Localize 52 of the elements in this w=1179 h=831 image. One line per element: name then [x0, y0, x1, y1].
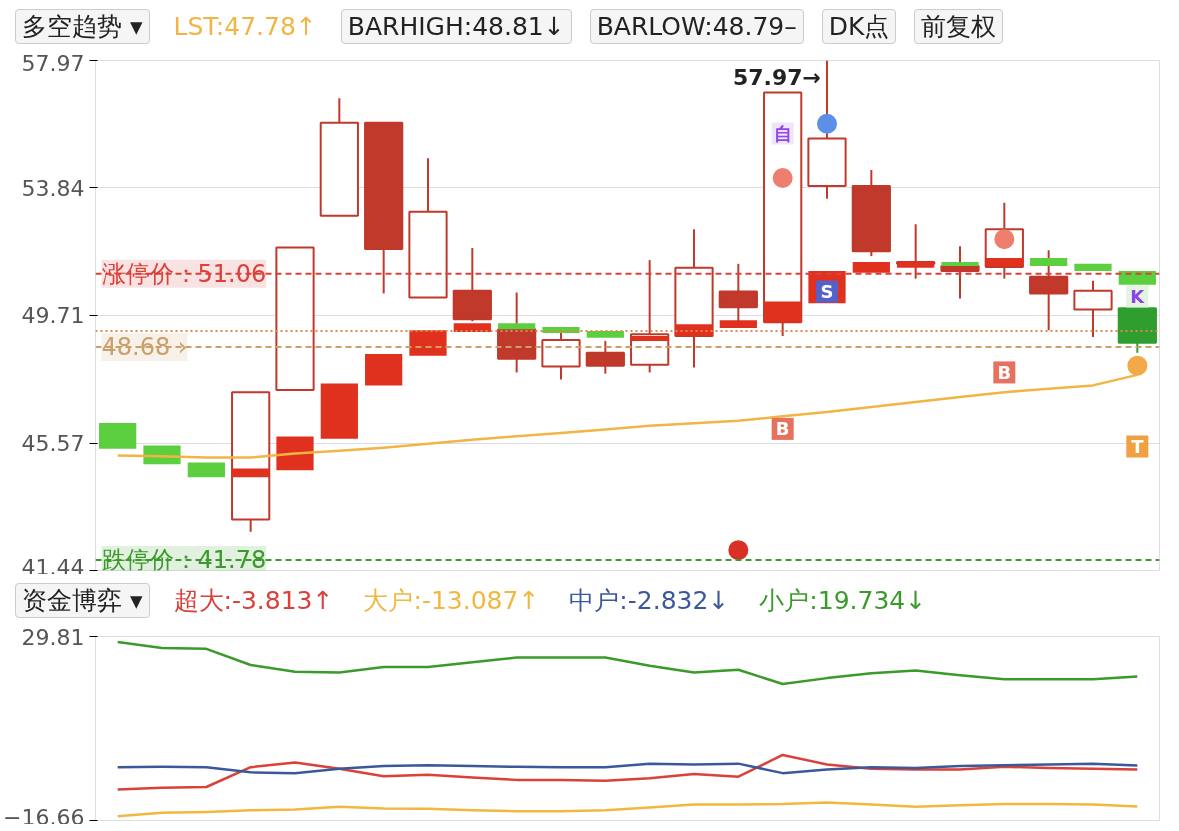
- bar: [985, 257, 1023, 266]
- bar: [852, 261, 890, 273]
- text: 超大:-3.813↑: [172, 585, 335, 617]
- point: [772, 168, 793, 189]
- line-series: [116, 801, 1139, 818]
- bar: [586, 331, 624, 338]
- line-series: [116, 753, 1139, 791]
- bar: [320, 383, 358, 439]
- bar: [764, 301, 802, 323]
- bar: [719, 320, 757, 328]
- y-tick-label: 57.97: [21, 50, 85, 76]
- text: DK点: [821, 9, 897, 44]
- point: [1127, 355, 1148, 376]
- y-tick-label: 49.71: [21, 303, 85, 329]
- data-label: B: [997, 361, 1012, 383]
- text: 小户:19.734↓: [758, 585, 928, 617]
- text: LST:47.78↑: [172, 11, 318, 43]
- text: 57.97→: [732, 64, 822, 90]
- ref-line-label: 涨停价：51.06: [101, 259, 267, 288]
- bar: [675, 324, 713, 337]
- bar: [1118, 270, 1156, 285]
- y-tick-label: 53.84: [21, 175, 85, 201]
- bar: [187, 462, 225, 478]
- y-tick-label: 45.57: [21, 431, 85, 457]
- data-label: K: [1130, 286, 1146, 308]
- data-label: 自: [773, 123, 792, 145]
- bar: [1030, 257, 1068, 266]
- chart-title: 资金博弈 ▾: [15, 583, 150, 618]
- y-tick-label: 41.44: [21, 554, 85, 580]
- text: BARLOW:48.79–: [589, 9, 804, 44]
- bar: [631, 336, 669, 341]
- bar: [498, 323, 536, 330]
- text: BARHIGH:48.81↓: [340, 9, 572, 44]
- chart-title: 多空趋势 ▾: [15, 9, 150, 44]
- y-tick-label: −16.66: [3, 804, 85, 830]
- bar: [409, 330, 447, 356]
- point: [817, 113, 837, 134]
- data-label: S: [820, 281, 834, 303]
- line-series: [116, 762, 1139, 775]
- point: [728, 540, 749, 561]
- data-label: B: [775, 418, 790, 440]
- bar: [232, 468, 270, 478]
- bar: [99, 423, 137, 449]
- text: 大户:-13.087↑: [362, 585, 541, 617]
- bar: [365, 353, 403, 386]
- line-series: [116, 640, 1139, 686]
- text: 中户:-2.832↓: [568, 585, 731, 617]
- y-tick-label: 29.81: [21, 624, 85, 650]
- bar: [1074, 263, 1112, 271]
- bar: [276, 436, 314, 471]
- text: 前复权: [914, 9, 1004, 44]
- data-label: T: [1131, 435, 1145, 457]
